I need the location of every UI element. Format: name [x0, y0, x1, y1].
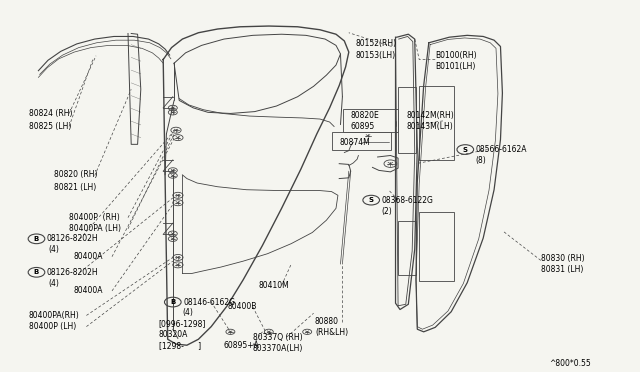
- Text: (4): (4): [182, 308, 193, 317]
- Text: 80400B: 80400B: [228, 302, 257, 311]
- Text: B: B: [34, 269, 39, 275]
- Text: 08566-6162A: 08566-6162A: [476, 145, 527, 154]
- Text: B0100(RH): B0100(RH): [435, 51, 477, 60]
- FancyBboxPatch shape: [419, 212, 454, 281]
- Text: 80825 (LH): 80825 (LH): [29, 122, 71, 131]
- Text: 80153(LH): 80153(LH): [355, 51, 396, 60]
- Text: 80400P (LH): 80400P (LH): [29, 322, 76, 331]
- Text: 80400P  (RH): 80400P (RH): [69, 213, 120, 222]
- Text: 60895: 60895: [351, 122, 375, 131]
- Text: 80821 (LH): 80821 (LH): [54, 183, 97, 192]
- Text: 80143M(LH): 80143M(LH): [406, 122, 453, 131]
- Text: ^800*0.55: ^800*0.55: [549, 359, 591, 368]
- Text: 80337Q (RH): 80337Q (RH): [253, 333, 303, 341]
- Text: B0101(LH): B0101(LH): [435, 62, 476, 71]
- Text: 80400PA (LH): 80400PA (LH): [69, 224, 121, 233]
- Text: 80820 (RH): 80820 (RH): [54, 170, 98, 179]
- Text: 80820E: 80820E: [351, 111, 380, 120]
- Text: 80400PA(RH): 80400PA(RH): [29, 311, 79, 320]
- FancyBboxPatch shape: [419, 86, 454, 160]
- Text: 80400A: 80400A: [74, 286, 103, 295]
- FancyBboxPatch shape: [343, 109, 398, 132]
- Text: 80410M: 80410M: [259, 281, 289, 290]
- Text: 80152(RH): 80152(RH): [355, 39, 396, 48]
- Text: 80880: 80880: [315, 317, 339, 326]
- Text: 80400A: 80400A: [74, 252, 103, 261]
- Text: (8): (8): [475, 156, 486, 165]
- Text: 08368-6122G: 08368-6122G: [381, 196, 433, 205]
- Text: (4): (4): [48, 246, 59, 254]
- Text: 80142M(RH): 80142M(RH): [406, 111, 454, 120]
- Text: [1298-      ]: [1298- ]: [159, 341, 201, 350]
- Text: 80831 (LH): 80831 (LH): [541, 265, 583, 274]
- Text: B: B: [170, 299, 175, 305]
- Text: (2): (2): [381, 207, 392, 216]
- Text: 60895+A: 60895+A: [224, 341, 260, 350]
- Text: (4): (4): [48, 279, 59, 288]
- Text: 80874M: 80874M: [339, 138, 370, 147]
- Text: [0996-1298]: [0996-1298]: [159, 319, 206, 328]
- FancyBboxPatch shape: [332, 132, 391, 150]
- Text: 08126-8202H: 08126-8202H: [47, 234, 99, 243]
- Text: B: B: [34, 236, 39, 242]
- Text: 80824 (RH): 80824 (RH): [29, 109, 72, 118]
- Text: (RH&LH): (RH&LH): [315, 328, 348, 337]
- Text: 803370A(LH): 803370A(LH): [253, 344, 303, 353]
- Text: S: S: [369, 197, 374, 203]
- Text: 80830 (RH): 80830 (RH): [541, 254, 584, 263]
- Text: S: S: [463, 147, 468, 153]
- Text: 80320A: 80320A: [159, 330, 188, 339]
- Text: 08146-6162G: 08146-6162G: [183, 298, 235, 307]
- Text: 08126-8202H: 08126-8202H: [47, 268, 99, 277]
